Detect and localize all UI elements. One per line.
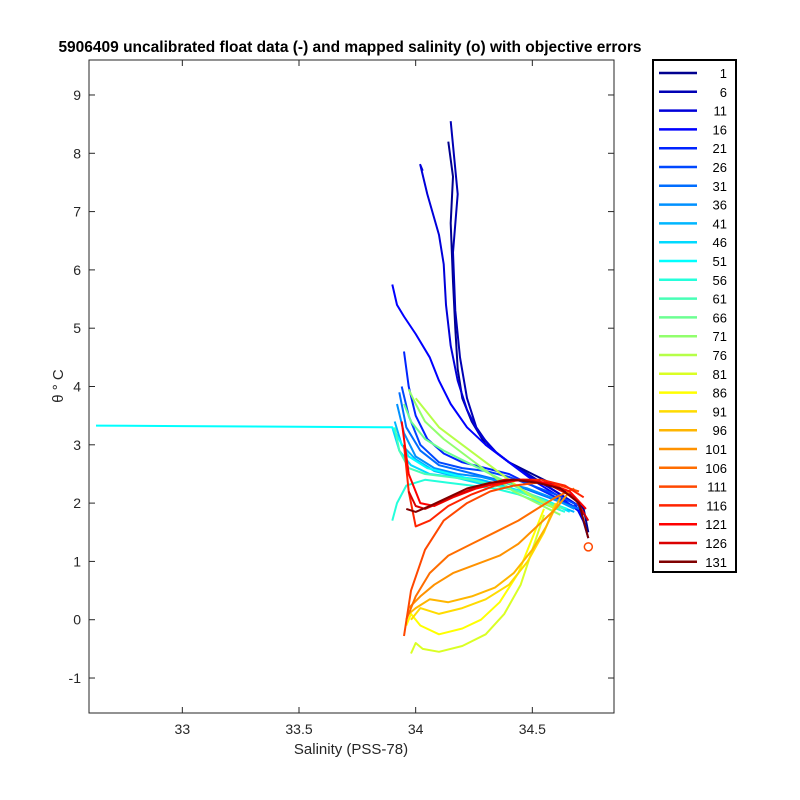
x-tick-label: 34 <box>408 721 424 737</box>
y-tick-label: 8 <box>73 145 81 161</box>
y-tick-label: 9 <box>73 87 81 103</box>
legend-label: 26 <box>713 160 727 175</box>
legend-label: 11 <box>714 104 728 119</box>
series-line-66 <box>403 403 561 510</box>
legend-label: 51 <box>713 254 727 269</box>
legend-label: 61 <box>713 292 727 307</box>
y-axis: -1 0 1 2 3 4 5 6 7 8 9 <box>69 87 614 686</box>
series-line-26 <box>400 386 580 507</box>
legend-label: 66 <box>713 310 727 325</box>
mapped-salinity-marker <box>583 542 594 552</box>
x-tick-label: 34.5 <box>519 721 546 737</box>
x-axis: 33 33.5 34 34.5 <box>175 60 546 737</box>
legend-items: 1611162126313641465156616671768186919610… <box>659 66 727 570</box>
legend-label: 86 <box>713 386 727 401</box>
x-tick-label: 33.5 <box>285 721 312 737</box>
series-line-106 <box>405 487 575 621</box>
legend-label: 36 <box>713 198 727 213</box>
legend-label: 46 <box>713 235 727 250</box>
legend-label: 16 <box>713 122 727 137</box>
series-line-96 <box>408 496 562 615</box>
legend-label: 101 <box>705 442 727 457</box>
series-group <box>95 121 590 654</box>
series-line-31 <box>398 392 580 510</box>
legend-label: 41 <box>713 216 727 231</box>
series-line-101 <box>407 490 571 609</box>
y-tick-label: 3 <box>73 437 81 453</box>
series-line-36 <box>396 403 575 510</box>
series-line-131 <box>405 478 590 539</box>
x-tick-label: 33 <box>175 721 191 737</box>
legend-label: 96 <box>713 423 727 438</box>
x-axis-label: Salinity (PSS-78) <box>294 741 408 758</box>
y-tick-label: 2 <box>73 495 81 511</box>
legend-label: 1 <box>720 66 727 81</box>
legend-label: 106 <box>705 461 727 476</box>
legend-label: 121 <box>705 517 727 532</box>
chart-title: 5906409 uncalibrated float data (-) and … <box>58 39 641 56</box>
y-tick-label: -1 <box>69 670 82 686</box>
y-axis-label: θ ° C <box>50 369 67 403</box>
y-tick-label: 7 <box>73 204 81 220</box>
legend-label: 91 <box>713 404 727 419</box>
legend-label: 6 <box>720 85 727 100</box>
series-line-76 <box>414 397 557 510</box>
legend-label: 111 <box>707 480 727 495</box>
legend-label: 31 <box>713 179 727 194</box>
series-line-71 <box>407 388 561 516</box>
y-tick-label: 5 <box>73 320 81 336</box>
legend-label: 126 <box>705 536 727 551</box>
y-tick-label: 1 <box>73 553 81 569</box>
legend-label: 76 <box>713 348 727 363</box>
series-line-121 <box>400 421 587 510</box>
series-line-116 <box>403 444 585 528</box>
legend-label: 21 <box>713 141 727 156</box>
legend-label: 81 <box>713 367 727 382</box>
series-line-86 <box>405 508 545 636</box>
y-tick-label: 6 <box>73 262 81 278</box>
y-tick-label: 4 <box>73 379 81 395</box>
legend-label: 56 <box>713 273 727 288</box>
marker-group <box>583 542 594 552</box>
series-line-81 <box>410 514 545 654</box>
legend: 1611162126313641465156616671768186919610… <box>652 59 737 573</box>
legend-label: 131 <box>705 555 727 570</box>
series-line-91 <box>410 502 557 621</box>
plot-background <box>89 60 614 713</box>
y-tick-label: 0 <box>73 612 81 628</box>
legend-label: 71 <box>713 329 727 344</box>
legend-label: 116 <box>706 498 727 513</box>
